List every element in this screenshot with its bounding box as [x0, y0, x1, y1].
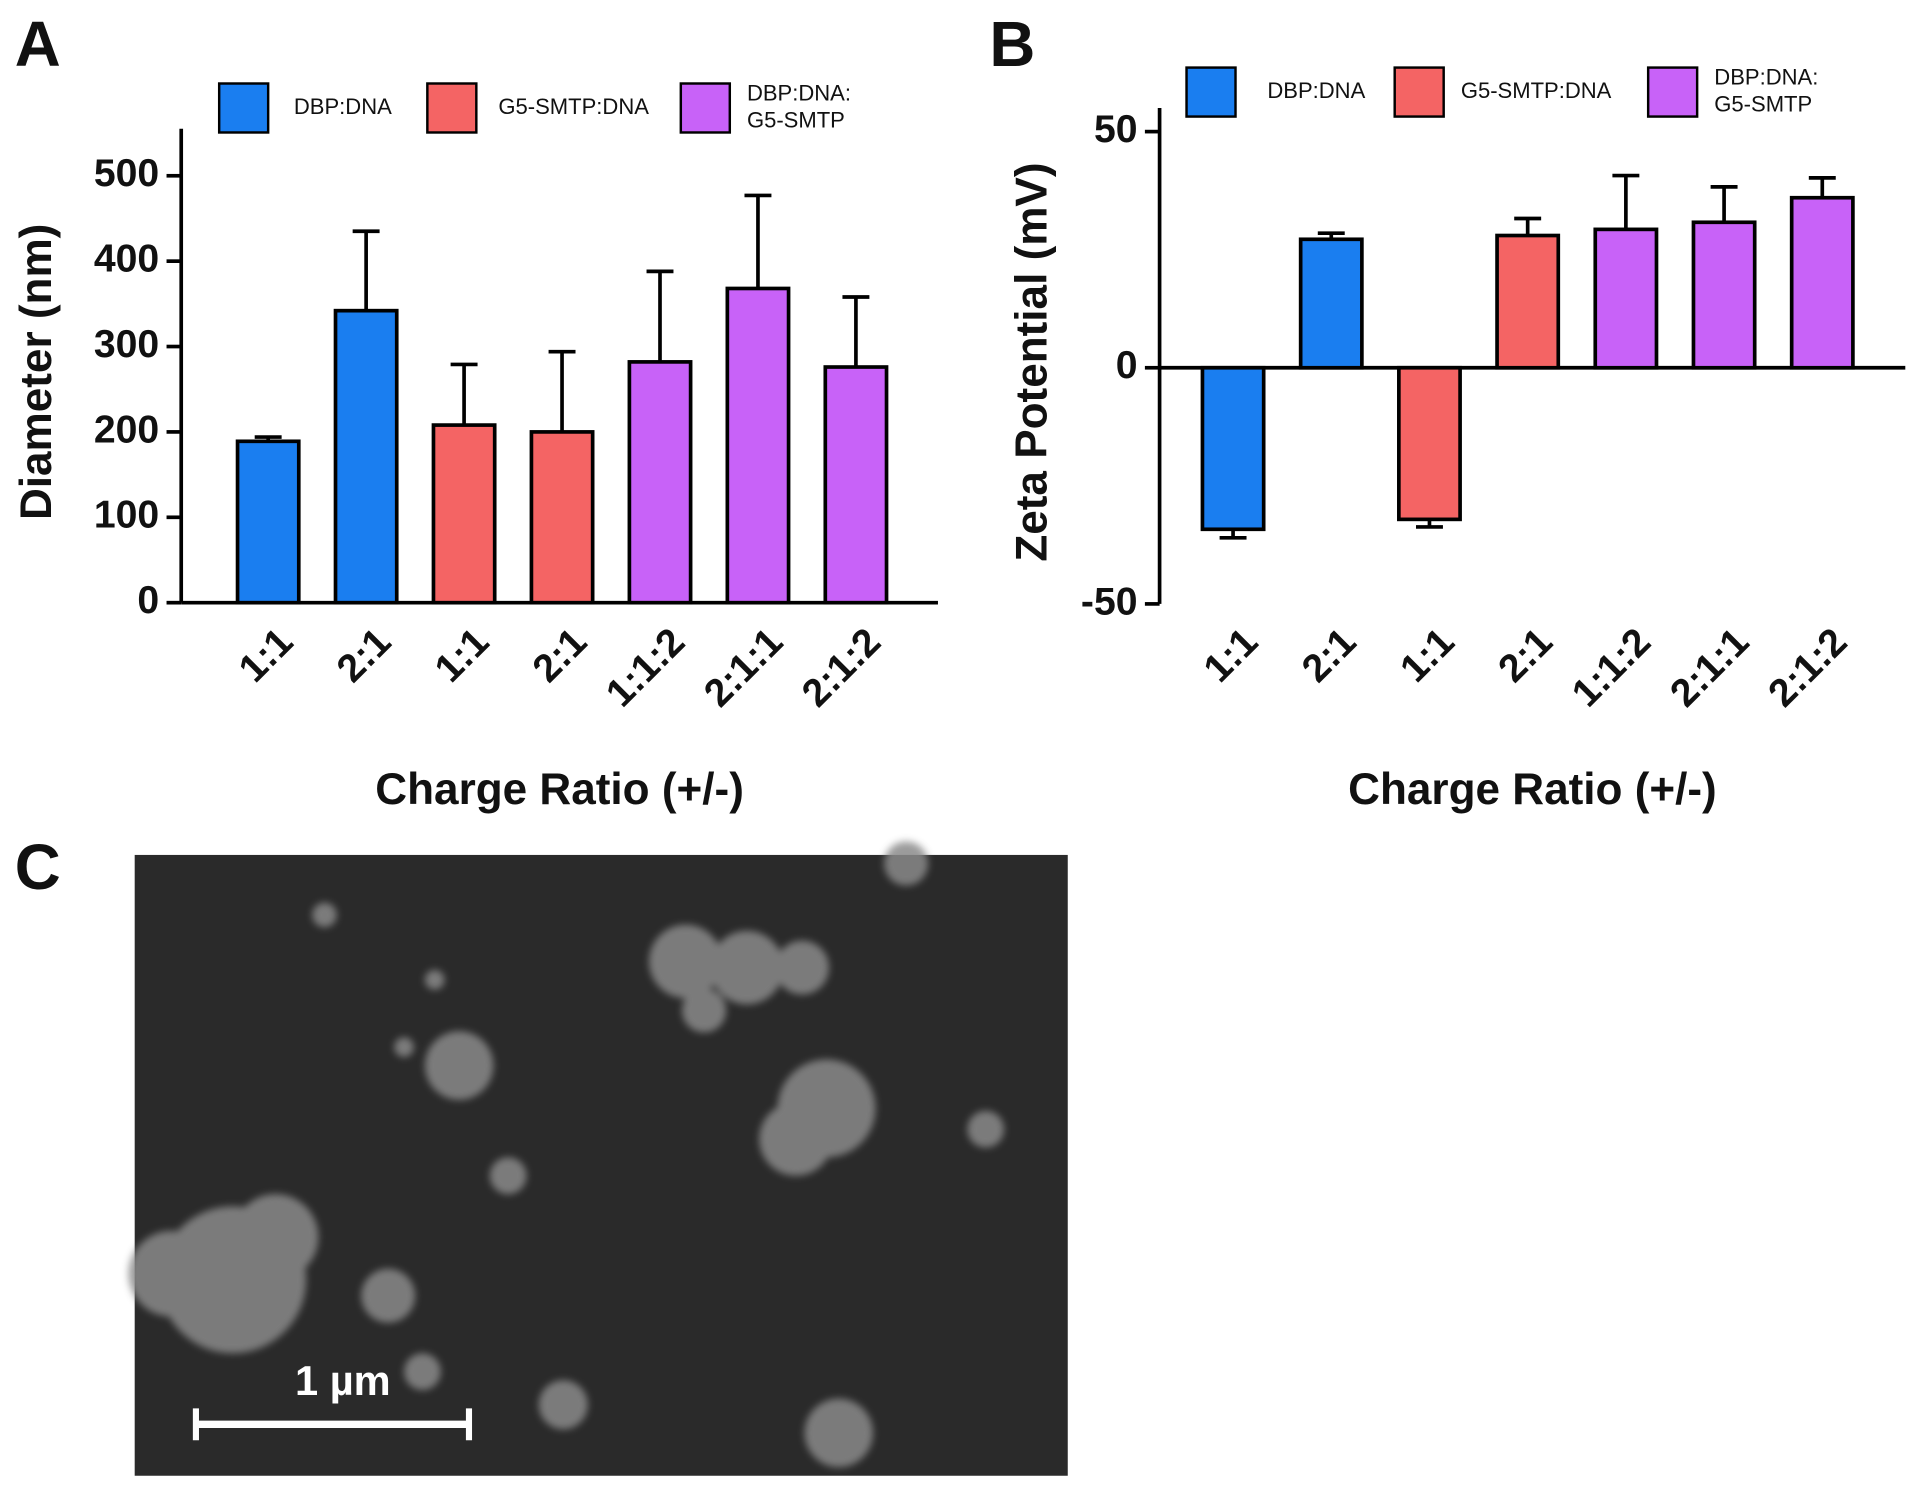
y-tick-label: 500: [94, 152, 159, 195]
legend-label: DBP:DNA: G5-SMTP: [747, 80, 851, 132]
legend-label: G5-SMTP:DNA: [1461, 78, 1612, 103]
x-tick-label: 1:1: [427, 620, 497, 690]
panel-label: B: [989, 9, 1035, 80]
x-tick-label: 2:1:1: [696, 620, 791, 715]
legend-label: DBP:DNA: [294, 94, 392, 119]
bar: [529, 430, 595, 605]
y-tick-label: 50: [1094, 108, 1138, 151]
x-tick-label: 1:1: [1196, 620, 1266, 690]
bar: [1397, 365, 1462, 522]
x-tick-label: 1:1: [231, 620, 301, 690]
bar: [1691, 220, 1757, 370]
bar: [1593, 227, 1659, 370]
bar: [235, 439, 301, 605]
x-tick-label: 1:1:2: [1564, 620, 1659, 715]
x-tick-label: 2:1:1: [1662, 620, 1757, 715]
bar: [627, 360, 693, 605]
bar: [333, 308, 399, 605]
legend-label: G5-SMTP:DNA: [498, 94, 649, 119]
legend-swatch: [1393, 66, 1445, 118]
y-tick-label: 0: [137, 579, 159, 622]
bar: [1200, 365, 1266, 532]
x-tick-label: 2:1: [1294, 620, 1364, 690]
y-tick-label: -50: [1081, 580, 1138, 623]
x-tick-label: 1:1:2: [598, 620, 693, 715]
x-tick-label: 2:1: [329, 620, 399, 690]
y-tick-label: 200: [94, 408, 159, 451]
legend-label: DBP:DNA: G5-SMTP: [1714, 64, 1818, 116]
bar: [823, 365, 889, 605]
scale-bar-label: 1 µm: [295, 1357, 391, 1404]
y-tick-label: 100: [94, 494, 159, 537]
bar: [431, 423, 497, 605]
legend-swatch: [679, 82, 732, 134]
legend-swatch: [1185, 66, 1237, 118]
panel-label: A: [15, 9, 61, 80]
y-tick-label: 400: [94, 237, 159, 280]
sem-image: 1 µm: [128, 841, 1068, 1476]
x-tick-label: 2:1:2: [1760, 620, 1855, 715]
legend-swatch: [1646, 66, 1699, 118]
y-tick-label: 300: [94, 323, 159, 366]
x-axis-title: Charge Ratio (+/-): [1348, 765, 1717, 814]
bar: [1789, 195, 1855, 370]
x-axis-title: Charge Ratio (+/-): [375, 765, 744, 814]
y-tick-label: 0: [1116, 344, 1138, 387]
panel-label: C: [15, 832, 61, 903]
bar: [1495, 233, 1561, 370]
bar: [1298, 237, 1364, 370]
x-tick-label: 2:1: [525, 620, 595, 690]
legend-swatch: [217, 82, 270, 134]
y-axis-title: Diameter (nm): [12, 224, 61, 520]
x-tick-label: 2:1: [1490, 620, 1560, 690]
y-axis-title: Zeta Potential (mV): [1007, 162, 1056, 561]
x-tick-label: 2:1:2: [794, 620, 889, 715]
x-tick-label: 1:1: [1392, 620, 1462, 690]
legend-label: DBP:DNA: [1267, 78, 1365, 103]
legend-swatch: [426, 82, 478, 134]
bar: [725, 286, 791, 605]
